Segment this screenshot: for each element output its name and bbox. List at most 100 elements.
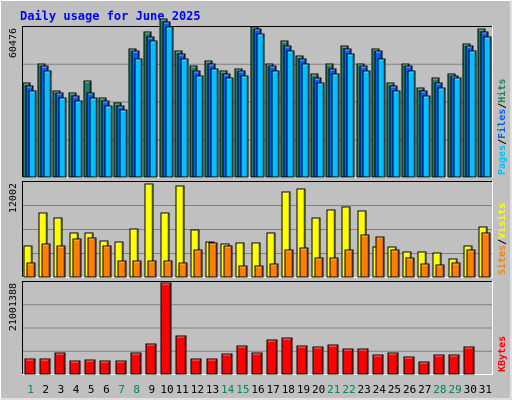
panel-visits-sites: 12002 Sites/Visits: [8, 181, 508, 278]
bar-sites-day-21: [329, 257, 339, 278]
bar-sites-day-27: [420, 263, 430, 278]
bar-pages-day-26: [407, 70, 416, 178]
x-tick-label-11: 11: [176, 383, 189, 396]
bar-kbytes-day-3: [54, 352, 66, 375]
x-tick-label-12: 12: [191, 383, 204, 396]
bar-sites-day-15: [238, 265, 248, 278]
bar-kbytes-day-26: [403, 356, 415, 375]
bar-pages-day-31: [483, 36, 492, 178]
bar-sites-day-1: [26, 262, 36, 278]
bar-kbytes-day-15: [236, 345, 248, 375]
bar-kbytes-day-21: [327, 344, 339, 375]
panel-kbytes: 21001388 KBytes: [8, 281, 508, 375]
x-tick-label-16: 16: [251, 383, 264, 396]
bar-pages-day-8: [134, 58, 143, 178]
bar-kbytes-day-7: [115, 360, 127, 375]
bar-kbytes-day-1: [24, 358, 36, 375]
bar-kbytes-day-20: [312, 346, 324, 375]
bar-sites-day-5: [87, 237, 97, 278]
x-tick-label-15: 15: [236, 383, 249, 396]
bar-pages-day-20: [316, 82, 325, 178]
x-tick-label-13: 13: [206, 383, 219, 396]
bar-sites-day-11: [178, 262, 188, 278]
bar-pages-day-11: [180, 58, 189, 178]
bar-kbytes-day-13: [206, 358, 218, 375]
bar-kbytes-day-23: [357, 348, 369, 375]
y-max-label: 21001388: [8, 283, 19, 331]
bar-pages-day-18: [286, 50, 295, 178]
bar-pages-day-14: [225, 77, 234, 178]
bar-kbytes-day-5: [84, 359, 96, 375]
bar-kbytes-day-12: [190, 358, 202, 375]
bar-kbytes-day-11: [175, 335, 187, 375]
bar-sites-day-3: [56, 245, 66, 278]
bar-pages-day-23: [362, 70, 371, 178]
legend-entry-kbytes: KBytes: [497, 336, 508, 372]
x-tick-label-9: 9: [149, 383, 156, 396]
x-tick-label-28: 28: [433, 383, 446, 396]
legend-visits-sites: Sites/Visits: [496, 203, 508, 275]
legend-entry-files: Files: [496, 109, 508, 139]
x-tick-label-3: 3: [58, 383, 65, 396]
bar-kbytes-day-30: [463, 346, 475, 375]
bar-sites-day-22: [344, 249, 354, 278]
bar-kbytes-day-6: [99, 360, 111, 375]
bar-sites-day-16: [254, 265, 264, 278]
legend-kbytes: KBytes: [497, 336, 508, 372]
bar-kbytes-day-19: [296, 345, 308, 375]
bar-pages-day-27: [422, 95, 431, 178]
bar-pages-day-12: [195, 75, 204, 178]
bar-kbytes-day-27: [418, 361, 430, 375]
x-tick-label-30: 30: [464, 383, 477, 396]
bar-sites-day-24: [375, 236, 385, 278]
bar-sites-day-12: [193, 249, 203, 278]
x-tick-label-18: 18: [282, 383, 295, 396]
bar-sites-day-26: [405, 257, 415, 278]
bar-pages-day-29: [453, 77, 462, 178]
bar-sites-day-17: [269, 263, 279, 278]
bar-kbytes-day-17: [266, 339, 278, 375]
bar-sites-day-7: [117, 260, 127, 278]
bar-pages-day-4: [74, 100, 83, 178]
bar-pages-day-28: [437, 87, 446, 178]
x-tick-label-27: 27: [418, 383, 431, 396]
bar-sites-day-29: [451, 262, 461, 278]
y-max-label: 60476: [8, 28, 19, 58]
x-tick-label-14: 14: [221, 383, 235, 396]
legend-separator: /: [497, 139, 508, 145]
bar-sites-day-10: [163, 260, 173, 278]
bar-kbytes-day-18: [281, 337, 293, 375]
x-tick-label-8: 8: [133, 383, 140, 396]
legend-entry-sites: Sites: [496, 245, 508, 275]
bar-pages-day-10: [165, 26, 174, 178]
x-tick-label-20: 20: [312, 383, 325, 396]
bar-sites-day-31: [481, 232, 491, 278]
bar-pages-day-24: [377, 58, 386, 178]
legend-entry-hits: Hits: [496, 79, 508, 103]
bar-pages-day-9: [149, 40, 158, 178]
x-tick-label-22: 22: [342, 383, 355, 396]
legend-entry-pages: Pages: [497, 145, 508, 175]
x-tick-label-19: 19: [297, 383, 310, 396]
bar-kbytes-day-24: [372, 354, 384, 375]
x-tick-label-10: 10: [160, 383, 173, 396]
bar-kbytes-day-10: [160, 282, 172, 375]
x-tick-label-17: 17: [267, 383, 280, 396]
bar-pages-day-30: [468, 50, 477, 178]
chart-title: Daily usage for June 2025: [20, 9, 201, 23]
x-tick-label-24: 24: [373, 383, 387, 396]
legend-hits-files-pages: Pages/Files/Hits: [496, 79, 508, 175]
bar-sites-day-13: [208, 242, 218, 278]
bar-sites-day-14: [223, 245, 233, 278]
bar-kbytes-day-16: [251, 352, 263, 375]
legend-separator: /: [497, 103, 508, 109]
bar-sites-day-9: [147, 260, 157, 278]
bar-pages-day-13: [210, 68, 219, 178]
bar-pages-day-7: [119, 109, 128, 178]
bar-sites-day-8: [132, 260, 142, 278]
x-tick-label-4: 4: [73, 383, 80, 396]
x-tick-label-21: 21: [327, 383, 340, 396]
bar-sites-day-28: [435, 264, 445, 278]
x-tick-label-7: 7: [118, 383, 125, 396]
